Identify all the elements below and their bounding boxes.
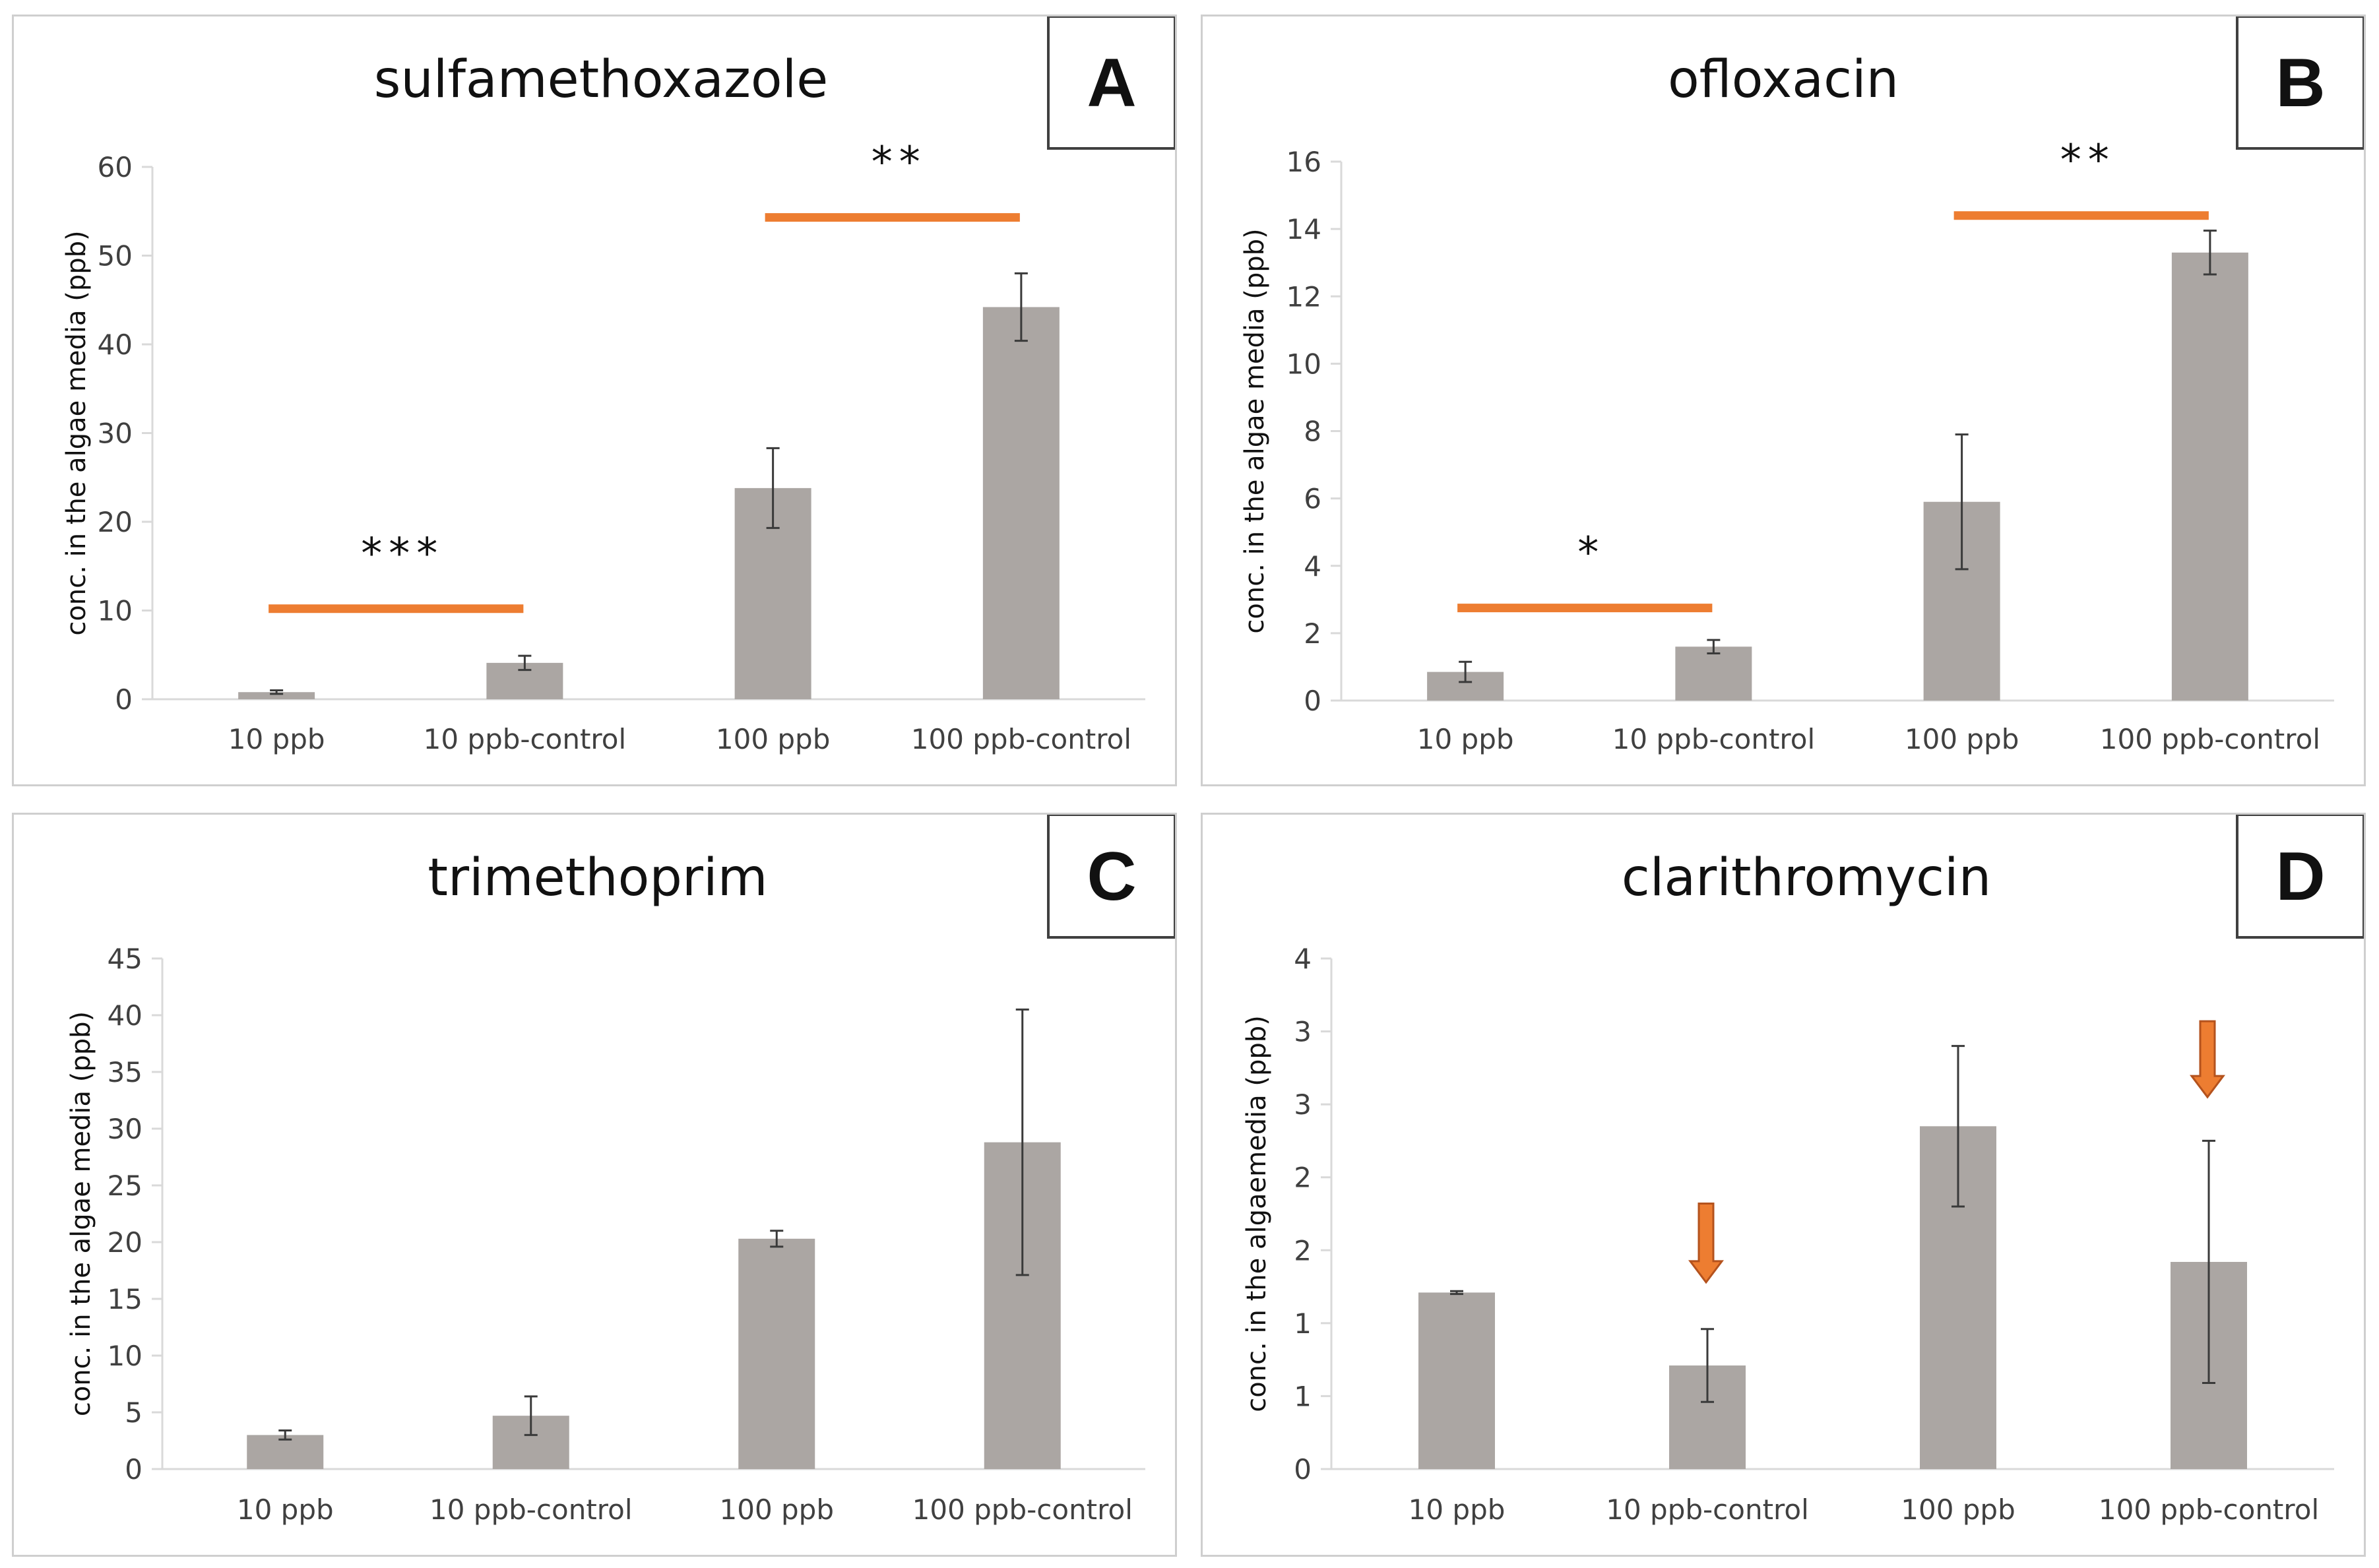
x-tick-label: 100 ppb-control — [2100, 723, 2320, 755]
x-tick-label: 10 ppb — [228, 723, 325, 755]
x-tick-label: 10 ppb-control — [424, 723, 627, 755]
y-tick-label: 40 — [108, 999, 143, 1032]
y-tick-label: 20 — [108, 1226, 143, 1259]
y-tick-label: 30 — [108, 1113, 143, 1145]
y-tick-label: 1 — [1294, 1380, 1312, 1412]
y-axis-label: conc. in the algae media (ppb) — [66, 1011, 96, 1416]
significance-marker: ** — [2060, 137, 2116, 185]
chart-svg: ofloxacin B 0 2 4 6 8 10 12 14 16 conc. in the alga… — [1240, 16, 2364, 755]
chart-panel-ofloxacin: ofloxacin B 0 2 4 6 8 10 12 14 16 conc. in the alga… — [1201, 15, 2366, 786]
significance-marker: ** — [872, 139, 927, 187]
panel-letter: D — [2275, 838, 2325, 915]
x-tick-label: 100 ppb-control — [912, 1493, 1133, 1526]
y-tick-label: 4 — [1304, 550, 1321, 582]
y-axis-label: conc. in the algae media (ppb) — [61, 230, 92, 635]
chart-panel-sulfamethoxazole: sulfamethoxazole A 0 10 20 30 40 50 60 conc. in t… — [12, 15, 1177, 786]
y-tick-label: 2 — [1294, 1234, 1312, 1267]
chart-title: clarithromycin — [1622, 848, 1991, 908]
panel-letter: B — [2275, 45, 2325, 121]
y-tick-label: 4 — [1294, 943, 1312, 975]
x-tick-label: 10 ppb — [1417, 723, 1514, 755]
chart-title: ofloxacin — [1668, 50, 1899, 110]
bar — [247, 1435, 324, 1469]
y-tick-label: 2 — [1294, 1162, 1312, 1194]
y-tick-label: 14 — [1286, 213, 1321, 245]
x-tick-label: 10 ppb-control — [429, 1493, 633, 1526]
y-tick-label: 0 — [125, 1453, 143, 1486]
bar — [2171, 252, 2248, 701]
y-tick-label: 3 — [1294, 1016, 1312, 1048]
y-tick-label: 10 — [98, 595, 133, 627]
x-tick-label: 100 ppb — [1901, 1493, 2015, 1526]
chart-panel-clarithromycin: clarithromycin D 0 1 1 2 2 3 3 4 conc. in the alga… — [1201, 813, 2366, 1557]
y-tick-label: 8 — [1304, 416, 1321, 448]
chart-title: sulfamethoxazole — [374, 50, 829, 110]
x-tick-label: 100 ppb — [716, 723, 831, 755]
y-tick-label: 3 — [1294, 1088, 1312, 1121]
chart-svg: sulfamethoxazole A 0 10 20 30 40 50 60 conc. in t… — [61, 16, 1175, 755]
y-tick-label: 60 — [98, 151, 133, 183]
y-tick-label: 10 — [108, 1340, 143, 1372]
x-tick-label: 100 ppb-control — [911, 723, 1131, 755]
y-axis-label: conc. in the algaemedia (ppb) — [1242, 1015, 1272, 1412]
y-tick-label: 25 — [108, 1170, 143, 1202]
panel-letter: C — [1087, 838, 1136, 915]
bar — [1418, 1292, 1495, 1469]
y-tick-label: 0 — [1294, 1453, 1312, 1486]
x-tick-label: 10 ppb — [237, 1493, 334, 1526]
y-tick-label: 0 — [1304, 685, 1321, 717]
y-tick-label: 30 — [98, 418, 133, 450]
chart-svg: clarithromycin D 0 1 1 2 2 3 3 4 conc. in the alga… — [1242, 815, 2364, 1526]
y-tick-label: 2 — [1304, 617, 1321, 650]
bar — [738, 1238, 815, 1469]
significance-marker: *** — [361, 530, 444, 579]
y-tick-label: 35 — [108, 1056, 143, 1088]
chart-title: trimethoprim — [428, 848, 767, 908]
y-tick-label: 40 — [98, 329, 133, 361]
panel-letter-box — [1047, 16, 1175, 150]
bar — [238, 692, 315, 699]
bar — [1675, 646, 1752, 701]
chart-panel-trimethoprim: trimethoprim C 0 5 10 15 20 25 30 35 40 45 conc. in … — [12, 813, 1177, 1557]
x-tick-label: 100 ppb — [1905, 723, 2019, 755]
y-tick-label: 0 — [115, 683, 133, 716]
y-tick-label: 45 — [108, 943, 143, 975]
y-tick-label: 16 — [1286, 146, 1321, 178]
y-tick-label: 6 — [1304, 483, 1321, 515]
y-tick-label: 20 — [98, 506, 133, 538]
down-arrow-icon — [1688, 1203, 1724, 1284]
x-tick-label: 100 ppb-control — [2099, 1493, 2319, 1526]
chart-svg: trimethoprim C 0 5 10 15 20 25 30 35 40 45 conc. in … — [66, 815, 1175, 1526]
significance-marker: * — [1577, 529, 1605, 578]
down-arrow-icon — [2190, 1020, 2225, 1099]
x-tick-label: 10 ppb — [1409, 1493, 1506, 1526]
bar — [982, 307, 1060, 699]
x-tick-label: 100 ppb — [720, 1493, 835, 1526]
y-tick-label: 12 — [1286, 280, 1321, 313]
panel-letter-box — [2236, 16, 2364, 150]
y-axis-label: conc. in the algae media (ppb) — [1240, 228, 1270, 633]
panel-letter: A — [1087, 45, 1136, 121]
x-tick-label: 10 ppb-control — [1606, 1493, 1809, 1526]
y-tick-label: 5 — [125, 1396, 143, 1429]
y-tick-label: 15 — [108, 1283, 143, 1315]
y-tick-label: 10 — [1286, 348, 1321, 380]
y-tick-label: 50 — [98, 240, 133, 272]
panel-letter-box — [2236, 815, 2364, 939]
panel-letter-box — [1047, 815, 1175, 939]
y-tick-label: 1 — [1294, 1307, 1312, 1340]
x-tick-label: 10 ppb-control — [1612, 723, 1816, 755]
